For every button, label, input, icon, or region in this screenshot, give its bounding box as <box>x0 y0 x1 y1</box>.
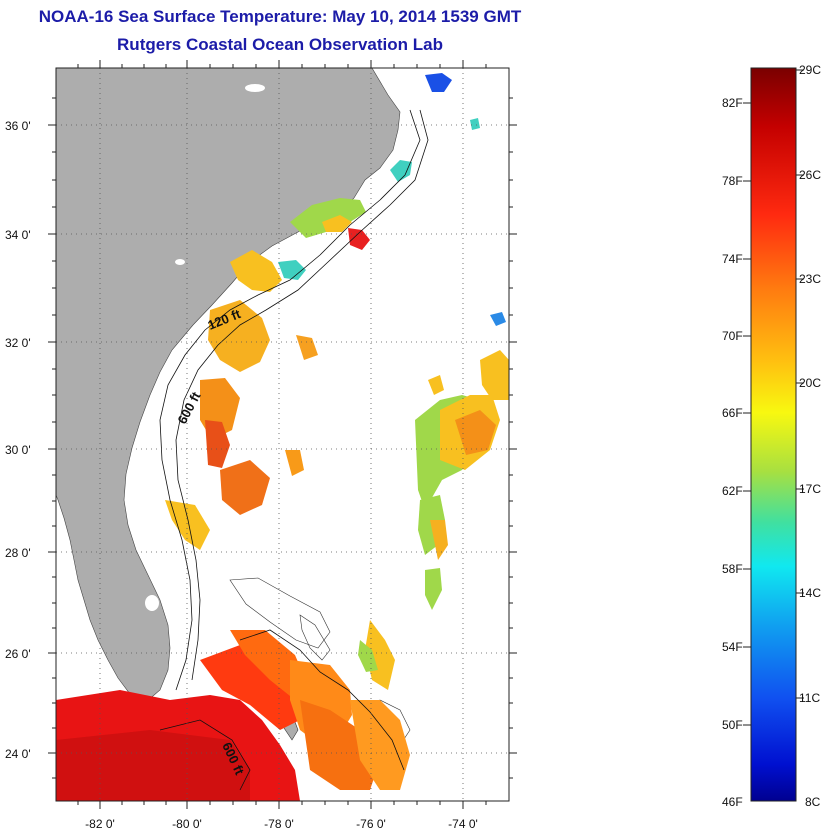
map-frame <box>55 67 510 802</box>
colorbar-label-c: 14C <box>799 586 821 600</box>
lake-okeechobee <box>145 595 159 611</box>
colorbar-label-c: 26C <box>799 168 821 182</box>
lat-label: 26 0' <box>5 647 31 661</box>
lon-label: -80 0' <box>172 817 202 831</box>
lon-label: -78 0' <box>264 817 294 831</box>
lon-label: -82 0' <box>85 817 115 831</box>
lat-label: 24 0' <box>5 747 31 761</box>
colorbar-label-f: 54F <box>722 640 743 654</box>
colorbar <box>750 67 797 802</box>
lat-label: 28 0' <box>5 546 31 560</box>
colorbar-label-f: 66F <box>722 406 743 420</box>
isobath-600ft <box>175 109 429 681</box>
colorbar-label-f: 70F <box>722 329 743 343</box>
colorbar-label-c: 11C <box>799 691 820 705</box>
map-subtitle: Rutgers Coastal Ocean Observation Lab <box>117 35 443 54</box>
colorbar-ticks <box>743 69 804 726</box>
colorbar-label-c: 17C <box>799 482 821 496</box>
lake <box>245 84 265 92</box>
colorbar-label-f: 74F <box>722 252 743 266</box>
colorbar-label-c: 8C <box>805 795 821 809</box>
map-title: NOAA-16 Sea Surface Temperature: May 10,… <box>38 7 522 26</box>
graticule <box>56 68 509 801</box>
lat-label: 36 0' <box>5 119 31 133</box>
colorbar-label-f: 58F <box>722 562 743 576</box>
lon-label: -76 0' <box>356 817 386 831</box>
land-mass <box>56 68 401 703</box>
lat-label: 32 0' <box>5 336 31 350</box>
colorbar-label-f: 46F <box>722 795 743 809</box>
lake <box>175 259 185 265</box>
colorbar-label-f: 50F <box>722 718 743 732</box>
lat-label: 30 0' <box>5 443 31 457</box>
isobath-120ft <box>159 109 421 691</box>
isobath-bahamas <box>239 629 405 771</box>
colorbar-label-c: 23C <box>799 272 821 286</box>
island <box>299 614 331 661</box>
axis-ticks <box>48 60 517 809</box>
colorbar-label-c: 29C <box>799 63 821 77</box>
colorbar-label-c: 20C <box>799 376 821 390</box>
colorbar-label-f: 62F <box>722 484 743 498</box>
lat-label: 34 0' <box>5 228 31 242</box>
sst-data-layer <box>56 73 509 801</box>
lon-label: -74 0' <box>448 817 478 831</box>
colorbar-label-f: 78F <box>722 174 743 188</box>
colorbar-label-f: 82F <box>722 96 743 110</box>
